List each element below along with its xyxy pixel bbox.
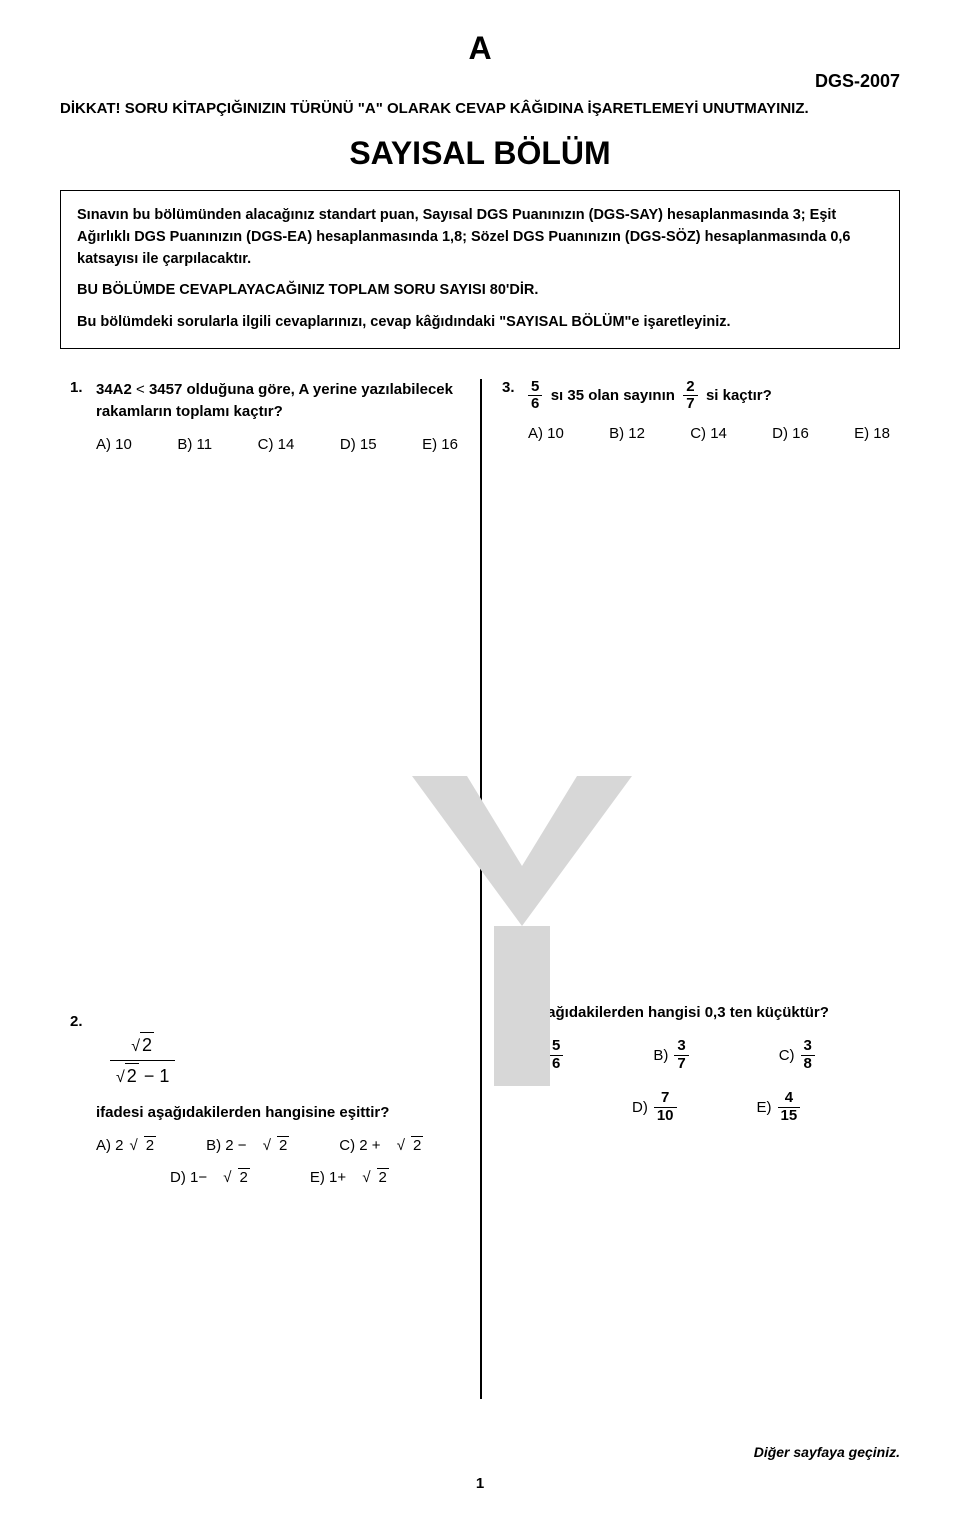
question-1: 1. 34A2 < 3457 olduğuna göre, A yerine y… [70, 379, 458, 453]
q3-number: 3. [502, 379, 528, 396]
page-letter: A [60, 30, 900, 67]
q1-text: 34A2 < 3457 olduğuna göre, A yerine yazı… [96, 379, 458, 424]
q4-choice-a: A) 56 [528, 1038, 563, 1072]
q2-choice-a: A) 2√2 [96, 1136, 156, 1154]
instruction-p3: Bu bölümdeki sorularla ilgili cevapların… [77, 312, 883, 334]
section-title: SAYISAL BÖLÜM [60, 135, 900, 172]
q3-choice-e: E) 18 [854, 425, 890, 442]
q2-text: ifadesi aşağıdakilerden hangisine eşitti… [70, 1102, 458, 1125]
q2-bot-rest: − 1 [144, 1066, 170, 1086]
q1-choice-c: C) 14 [258, 436, 295, 453]
q1-number: 1. [70, 379, 96, 396]
q2-choice-c: C) 2 + √2 [339, 1136, 423, 1154]
q3-choice-a: A) 10 [528, 425, 564, 442]
q2-choice-d: D) 1− √2 [170, 1168, 250, 1186]
q1-choices: A) 10 B) 11 C) 14 D) 15 E) 16 [70, 436, 458, 453]
warning-text: DİKKAT! SORU KİTAPÇIĞINIZIN TÜRÜNÜ "A" O… [60, 100, 900, 117]
q4-choice-e: E) 415 [757, 1090, 801, 1124]
q3-frac2-den: 7 [683, 396, 697, 413]
q2-expression: √2 √2 − 1 [70, 1030, 458, 1092]
q1-choice-a: A) 10 [96, 436, 132, 453]
q1-choice-d: D) 15 [340, 436, 377, 453]
q2-bot-sqrt: 2 [125, 1063, 139, 1089]
q3-mid2: si kaçtır? [706, 387, 772, 404]
q3-choice-b: B) 12 [609, 425, 645, 442]
q3-choice-c: C) 14 [690, 425, 727, 442]
instruction-p2: BU BÖLÜMDE CEVAPLAYACAĞINIZ TOPLAM SORU … [77, 280, 883, 302]
q4-number: 4. [502, 1002, 528, 1019]
q1-rhs: 3457 olduğuna göre, A yerine yazılabilec… [96, 381, 453, 421]
q1-choice-e: E) 16 [422, 436, 458, 453]
question-4: 4. Aşağıdakilerden hangisi 0,3 ten küçük… [502, 1002, 890, 1125]
question-2: 2. √2 √2 − 1 ifadesi aşağıdakilerden han… [70, 1013, 458, 1186]
q4-choice-c: C) 38 [779, 1038, 815, 1072]
instruction-p1: Sınavın bu bölümünden alacağınız standar… [77, 205, 883, 270]
left-column: 1. 34A2 < 3457 olduğuna göre, A yerine y… [60, 379, 480, 1399]
footer-note: Diğer sayfaya geçiniz. [754, 1444, 900, 1460]
column-divider [480, 379, 482, 1399]
q1-lhs: 34A2 [96, 381, 132, 398]
q4-choices-row2: D) 710 E) 415 [502, 1090, 890, 1124]
q2-number: 2. [70, 1013, 96, 1030]
q3-frac2-num: 2 [683, 379, 697, 397]
q3-choices: A) 10 B) 12 C) 14 D) 16 E) 18 [502, 425, 890, 442]
q2-top-sqrt: 2 [140, 1032, 154, 1058]
q2-choices-row1: A) 2√2 B) 2 − √2 C) 2 + √2 [70, 1136, 458, 1154]
q3-frac1-den: 6 [528, 396, 542, 413]
q3-frac1-num: 5 [528, 379, 542, 397]
q4-choice-b: B) 37 [653, 1038, 688, 1072]
instruction-box: Sınavın bu bölümünden alacağınız standar… [60, 190, 900, 349]
right-column: 3. 5 6 sı 35 olan sayının 2 7 si kaçtır?… [480, 379, 900, 1399]
content-columns: 1. 34A2 < 3457 olduğuna göre, A yerine y… [60, 379, 900, 1399]
q4-choices-row1: A) 56 B) 37 C) 38 [502, 1038, 890, 1072]
question-3: 3. 5 6 sı 35 olan sayının 2 7 si kaçtır?… [502, 379, 890, 442]
exam-code: DGS-2007 [60, 71, 900, 92]
q1-choice-b: B) 11 [177, 436, 212, 453]
q4-choice-d: D) 710 [632, 1090, 677, 1124]
q2-choice-b: B) 2 − √2 [206, 1136, 289, 1154]
q2-choice-e: E) 1+ √2 [310, 1168, 389, 1186]
q4-text: Aşağıdakilerden hangisi 0,3 ten küçüktür… [528, 1002, 890, 1025]
q3-choice-d: D) 16 [772, 425, 809, 442]
q2-choices-row2: D) 1− √2 E) 1+ √2 [70, 1168, 458, 1186]
page-number: 1 [476, 1475, 484, 1492]
q3-text: 5 6 sı 35 olan sayının 2 7 si kaçtır? [528, 379, 890, 413]
q3-mid1: sı 35 olan sayının [551, 387, 675, 404]
